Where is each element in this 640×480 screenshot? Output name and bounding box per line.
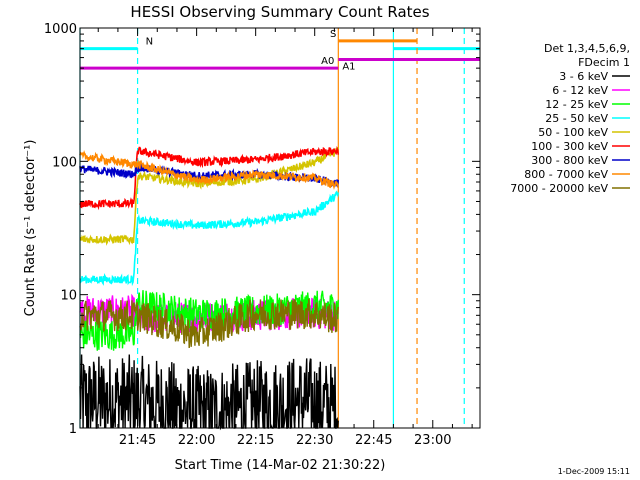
chart-title: HESSI Observing Summary Count Rates xyxy=(130,3,429,21)
series-line xyxy=(79,145,339,211)
x-tick-label: 22:45 xyxy=(355,433,392,448)
series-line xyxy=(79,354,339,431)
series-line xyxy=(79,298,339,349)
y-axis: 1 10 100 1000 xyxy=(44,22,480,437)
y-tick-label: 1 xyxy=(69,422,77,437)
legend-entry: 3 - 6 keV xyxy=(559,70,608,83)
annotation-label: A0 xyxy=(321,56,334,67)
annotation-label: S xyxy=(330,29,336,40)
legend-entry: 12 - 25 keV xyxy=(545,98,608,111)
x-tick-label: 22:30 xyxy=(296,433,333,448)
x-tick-label: 22:00 xyxy=(178,433,215,448)
x-axis: 21:45 22:00 22:15 22:30 22:45 23:00 xyxy=(97,28,473,448)
legend-header: FDecim 1 xyxy=(578,56,630,69)
y-tick-label: 1000 xyxy=(44,22,77,37)
y-tick-label: 10 xyxy=(60,289,77,304)
x-tick-label: 21:45 xyxy=(119,433,156,448)
legend-entry: 6 - 12 keV xyxy=(552,84,608,97)
annotation-label: N xyxy=(146,37,153,48)
legend-entry: 300 - 800 keV xyxy=(531,154,608,167)
x-axis-label: Start Time (14-Mar-02 21:30:22) xyxy=(175,458,386,473)
series-line xyxy=(79,190,339,287)
series-layer xyxy=(79,145,339,431)
legend-entry: 800 - 7000 keV xyxy=(524,168,608,181)
y-tick-label: 100 xyxy=(52,155,77,170)
legend-entry: 7000 - 20000 keV xyxy=(510,182,608,195)
legend-entry: 100 - 300 keV xyxy=(531,140,608,153)
x-tick-label: 23:00 xyxy=(414,433,451,448)
legend-entry: 25 - 50 keV xyxy=(545,112,608,125)
legend-entry: 50 - 100 keV xyxy=(538,126,608,139)
series-line xyxy=(79,150,339,191)
y-axis-label: Count Rate (s⁻¹ detector⁻¹) xyxy=(23,140,38,317)
footer-timestamp: 1-Dec-2009 15:11 xyxy=(558,467,630,476)
annotation-label: A1 xyxy=(342,62,355,73)
series-line xyxy=(79,146,339,246)
x-tick-label: 22:15 xyxy=(237,433,274,448)
plot-frame xyxy=(79,27,481,429)
legend-header: Det 1,3,4,5,6,9, xyxy=(544,42,630,55)
annotations-layer: N S A0 A1 xyxy=(79,28,480,428)
